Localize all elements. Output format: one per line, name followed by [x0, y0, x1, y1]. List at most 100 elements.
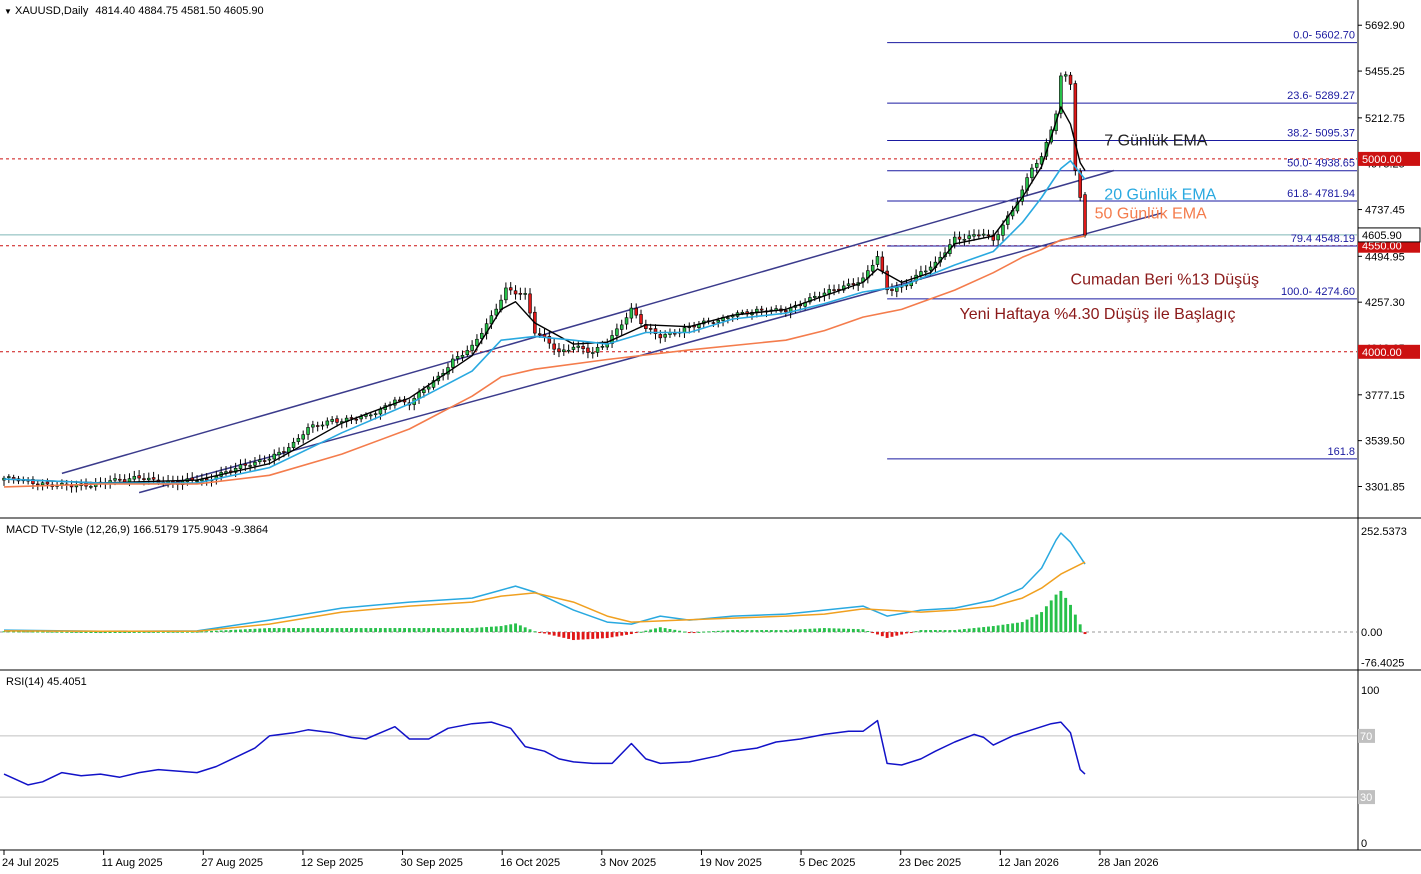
date-tick-label: 19 Nov 2025	[699, 857, 761, 869]
symbol-header: ▼ XAUUSD,Daily 4814.40 4884.75 4581.50 4…	[4, 5, 264, 17]
candle-body	[784, 310, 788, 313]
macd-histogram-bar	[345, 628, 349, 633]
candle-body	[354, 418, 359, 421]
macd-histogram-bar	[885, 632, 889, 638]
macd-histogram-bar	[84, 631, 88, 633]
macd-histogram-bar	[948, 630, 952, 633]
candle-body	[759, 308, 764, 311]
candle-body	[813, 295, 817, 298]
macd-histogram-bar	[967, 628, 971, 633]
candle-body	[45, 481, 50, 485]
candle-body	[957, 236, 962, 240]
candle-body	[1059, 75, 1063, 114]
candle-body	[566, 349, 571, 352]
macd-histogram-bar	[103, 632, 107, 634]
candle-body	[658, 334, 663, 339]
macd-histogram-bar	[586, 632, 590, 640]
candle-body	[431, 380, 436, 388]
macd-histogram-bar	[296, 628, 300, 633]
macd-histogram-bar	[234, 629, 238, 633]
chart-annotation: 20 Günlük EMA	[1104, 186, 1216, 203]
candle-body	[325, 420, 330, 426]
candle-body	[996, 234, 1000, 241]
candle-body	[89, 486, 93, 488]
candle-body	[726, 317, 730, 319]
candle-body	[1001, 224, 1005, 236]
macd-histogram-bar	[200, 631, 204, 633]
candle-body	[895, 287, 899, 292]
macd-histogram-bar	[74, 631, 78, 633]
macd-histogram-bar	[731, 630, 735, 633]
current-price-badge	[1357, 227, 1421, 243]
macd-histogram-bar	[267, 628, 271, 633]
macd-histogram-bar	[137, 631, 141, 633]
macd-histogram-bar	[147, 631, 151, 633]
macd-histogram-bar	[895, 632, 899, 636]
macd-histogram-bar	[277, 628, 281, 633]
macd-histogram-bar	[195, 631, 199, 633]
candle-body	[373, 413, 378, 416]
macd-histogram-bar	[412, 628, 416, 633]
candle-body	[619, 324, 624, 330]
fib-level-label: 61.8- 4781.94	[1287, 188, 1355, 200]
fib-level-label: 100.0- 4274.60	[1281, 286, 1355, 298]
macd-histogram-bar	[60, 631, 64, 633]
macd-histogram-bar	[876, 632, 879, 635]
macd-histogram-bar	[1083, 632, 1087, 635]
macd-histogram-bar	[378, 628, 382, 633]
date-tick-label: 28 Jan 2026	[1098, 857, 1159, 869]
macd-histogram-bar	[832, 628, 836, 633]
candle-body	[928, 266, 933, 271]
current-price-label: 4605.90	[1362, 230, 1402, 242]
candle-body	[349, 417, 354, 419]
macd-histogram-bar	[533, 631, 537, 633]
macd-histogram-bar	[972, 628, 976, 633]
macd-histogram-bar	[1025, 619, 1029, 633]
macd-histogram-bar	[977, 627, 981, 633]
macd-histogram-bar	[707, 631, 711, 633]
macd-histogram-bar	[205, 631, 209, 633]
macd-histogram-bar	[1006, 624, 1010, 633]
macd-histogram-bar	[644, 630, 648, 633]
macd-histogram-bar	[354, 628, 358, 633]
date-tick-label: 11 Aug 2025	[102, 857, 163, 869]
macd-histogram-bar	[190, 631, 194, 633]
candle-body	[31, 479, 35, 484]
candle-body	[455, 356, 460, 359]
macd-histogram-bar	[128, 631, 131, 633]
macd-histogram-bar	[1015, 622, 1019, 633]
candle-body	[547, 336, 552, 344]
candle-body	[253, 461, 257, 466]
macd-histogram-bar	[292, 628, 296, 633]
macd-histogram-bar	[552, 632, 556, 636]
candle-body	[286, 447, 291, 453]
macd-histogram-bar	[518, 625, 522, 633]
macd-signal-line	[3, 561, 1086, 633]
price-tick-label: 4494.95	[1365, 251, 1405, 263]
candle-body	[277, 451, 281, 456]
macd-histogram-bar	[70, 631, 74, 633]
macd-histogram-bar	[364, 628, 368, 633]
dropdown-arrow-icon[interactable]: ▼	[4, 7, 12, 16]
macd-histogram-bar	[118, 631, 122, 633]
macd-histogram-bar	[605, 632, 609, 639]
macd-histogram-bar	[702, 631, 706, 633]
macd-histogram-bar	[822, 628, 826, 633]
candle-body	[36, 483, 40, 486]
candle-body	[755, 308, 759, 313]
macd-histogram-bar	[1049, 600, 1053, 633]
macd-histogram-bar	[272, 628, 276, 633]
candle-body	[663, 334, 667, 338]
macd-histogram-bar	[523, 627, 527, 633]
candle-body	[1034, 163, 1039, 168]
ema7-line	[3, 106, 1086, 484]
macd-histogram-bar	[161, 631, 165, 633]
macd-histogram-bar	[504, 625, 508, 633]
price-tick-label: 3777.15	[1365, 390, 1405, 402]
macd-histogram-bar	[45, 631, 49, 633]
candle-body	[296, 438, 301, 442]
macd-histogram-bar	[769, 630, 773, 633]
macd-histogram-bar	[166, 631, 170, 633]
macd-histogram-bar	[615, 632, 619, 637]
